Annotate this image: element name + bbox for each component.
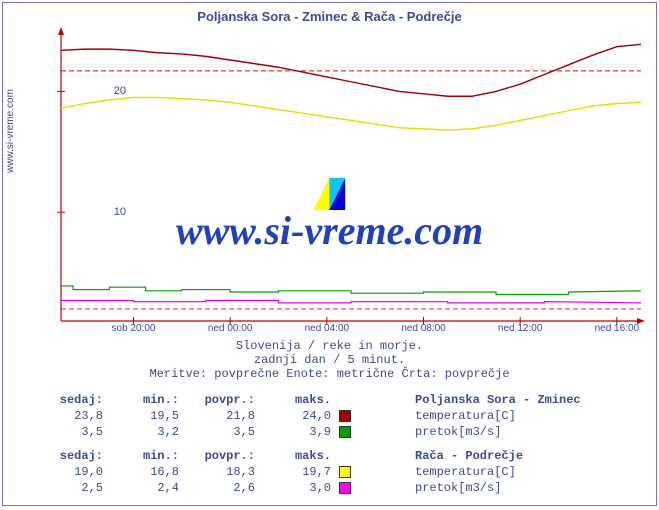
legend-swatch-icon — [339, 410, 351, 422]
stats-group: sedaj:min.:povpr.:maks. Rača - Podrečje 1… — [33, 447, 531, 497]
stat-min: 19,5 — [111, 409, 185, 423]
legend-swatch-icon — [339, 482, 351, 494]
y-tick-label: 20 — [66, 85, 126, 97]
series-label: temperatura[C] — [415, 465, 529, 479]
stat-maks: 24,0 — [263, 409, 337, 423]
stat-sedaj: 3,5 — [35, 425, 109, 439]
series-label: pretok[m3/s] — [415, 481, 529, 495]
series-title: Rača - Podrečje — [415, 449, 529, 463]
stat-maks: 19,7 — [263, 465, 337, 479]
stat-header: povpr.: — [187, 393, 261, 407]
stat-min: 3,2 — [111, 425, 185, 439]
chart-title: Poljanska Sora - Zminec & Rača - Podrečj… — [3, 3, 656, 24]
stat-header: povpr.: — [187, 449, 261, 463]
stat-header: min.: — [111, 449, 185, 463]
stat-maks: 3,9 — [263, 425, 337, 439]
stat-povpr: 3,5 — [187, 425, 261, 439]
stat-min: 2,4 — [111, 481, 185, 495]
stat-sedaj: 19,0 — [35, 465, 109, 479]
x-tick-label: sob 20:00 — [112, 323, 156, 334]
stat-sedaj: 2,5 — [35, 481, 109, 495]
chart-frame: Poljanska Sora - Zminec & Rača - Podrečj… — [2, 2, 657, 506]
x-tick-label: ned 00:00 — [208, 323, 253, 334]
stat-povpr: 21,8 — [187, 409, 261, 423]
legend-swatch-icon — [339, 426, 351, 438]
footer-line-3: Meritve: povprečne Enote: metrične Črta:… — [3, 367, 656, 381]
x-tick-label: ned 12:00 — [498, 323, 543, 334]
footer-line-2: zadnji dan / 5 minut. — [3, 353, 656, 367]
chart-svg — [61, 31, 641, 321]
y-axis-label: www.si-vreme.com — [5, 89, 16, 173]
stats-group: sedaj:min.:povpr.:maks. Poljanska Sora - … — [33, 391, 589, 441]
stat-sedaj: 23,8 — [35, 409, 109, 423]
series-label: temperatura[C] — [415, 409, 587, 423]
stat-header: sedaj: — [35, 449, 109, 463]
x-tick-label: ned 04:00 — [305, 323, 350, 334]
stat-header: maks. — [263, 449, 337, 463]
footer-line-1: Slovenija / reke in morje. — [3, 339, 656, 353]
y-tick-label: 10 — [66, 206, 126, 218]
x-tick-label: ned 08:00 — [401, 323, 446, 334]
plot-area — [61, 31, 641, 321]
stat-header: sedaj: — [35, 393, 109, 407]
stat-min: 16,8 — [111, 465, 185, 479]
stat-povpr: 18,3 — [187, 465, 261, 479]
stat-header: maks. — [263, 393, 337, 407]
stat-header: min.: — [111, 393, 185, 407]
stat-maks: 3,0 — [263, 481, 337, 495]
series-label: pretok[m3/s] — [415, 425, 587, 439]
stat-povpr: 2,6 — [187, 481, 261, 495]
x-tick-label: ned 16:00 — [595, 323, 640, 334]
series-title: Poljanska Sora - Zminec — [415, 393, 587, 407]
legend-swatch-icon — [339, 466, 351, 478]
